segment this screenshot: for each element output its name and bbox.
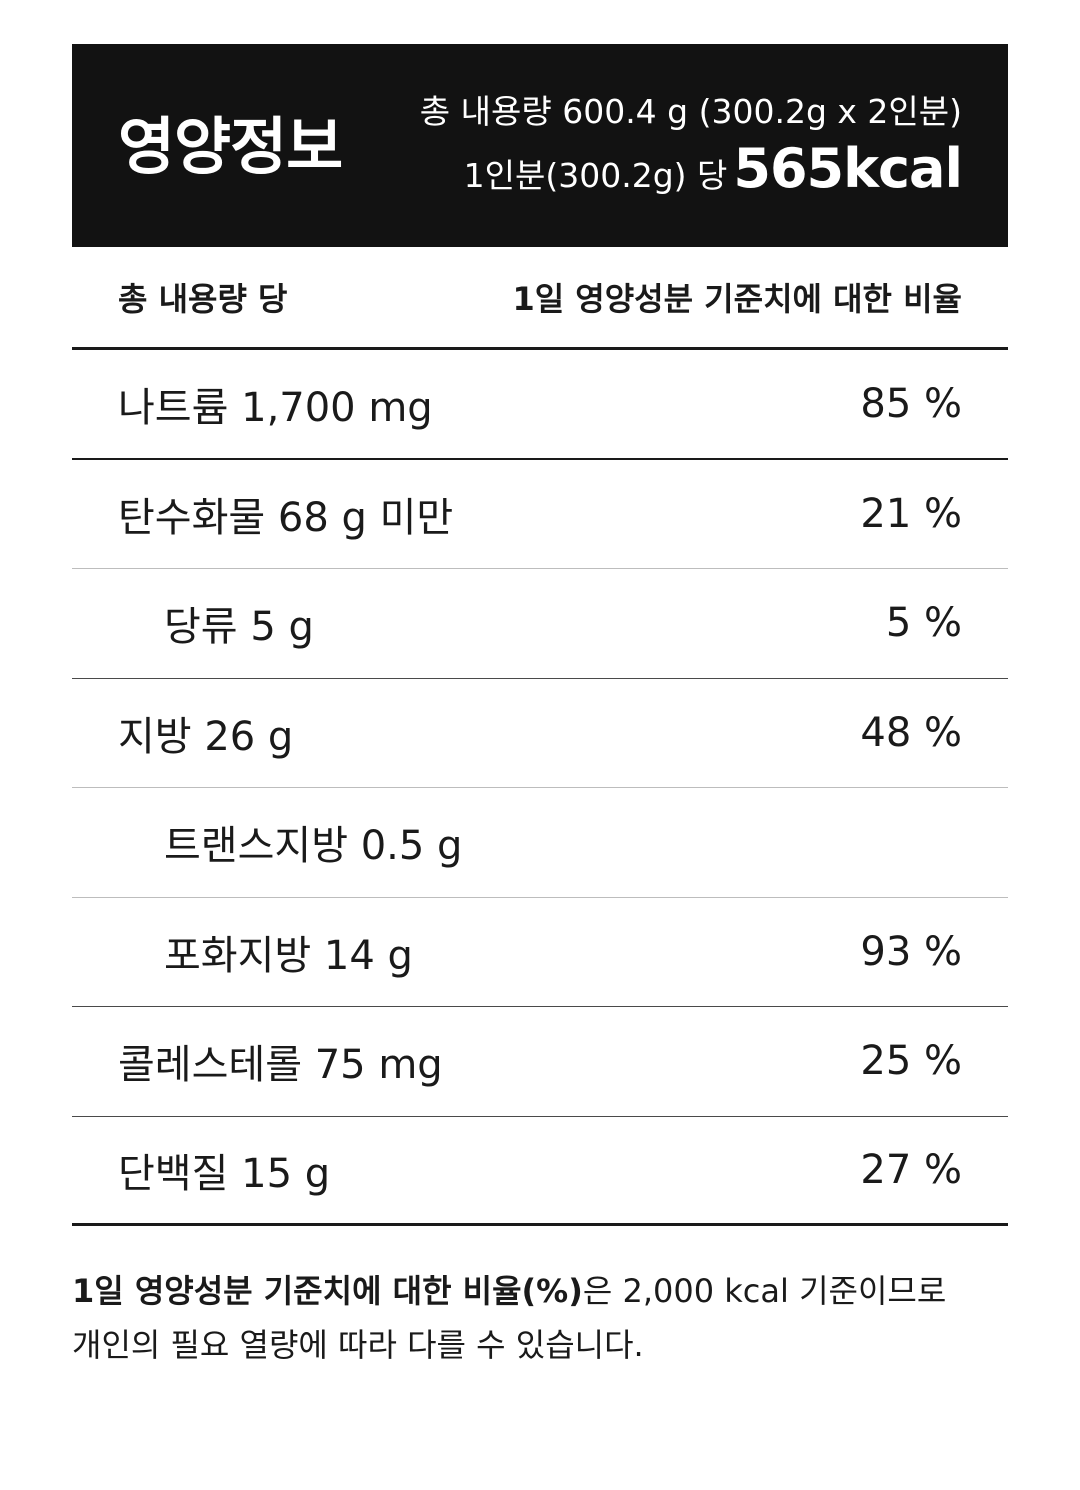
nutrient-percent: 85 % (860, 380, 962, 427)
nutrient-row-sugars: 당류 5 g 5 % (72, 569, 1008, 679)
nutrient-name: 지방 26 g (118, 713, 294, 760)
nutrient-row-protein: 단백질 15 g 27 % (72, 1117, 1008, 1226)
footnote-rest: 은 2,000 kcal 기준이므로 (582, 1272, 947, 1310)
footnote-line-2: 개인의 필요 열량에 따라 다를 수 있습니다. (72, 1326, 644, 1364)
nutrient-row-fat: 지방 26 g 48 % (72, 679, 1008, 788)
nutrient-percent: 5 % (885, 600, 962, 647)
nutrition-facts-label: 영양정보 총 내용량 600.4 g (300.2g x 2인분) 1인분(30… (72, 44, 1008, 1372)
nutrient-row-cholesterol: 콜레스테롤 75 mg 25 % (72, 1007, 1008, 1117)
calories-value: 565kcal (733, 136, 963, 200)
nutrient-percent: 25 % (860, 1038, 962, 1085)
footnote-bold: 1일 영양성분 기준치에 대한 비율(%) (72, 1272, 583, 1310)
nutrient-row-sodium: 나트륨 1,700 mg 85 % (72, 350, 1008, 460)
nutrient-row-carbohydrate: 탄수화물 68 g 미만 21 % (72, 460, 1008, 569)
nutrient-name: 나트륨 1,700 mg (118, 384, 433, 431)
footnote-line-1: 1일 영양성분 기준치에 대한 비율(%)은 2,000 kcal 기준이므로 (72, 1264, 1008, 1318)
nutrient-name: 당류 5 g (164, 604, 314, 651)
nutrient-name: 탄수화물 68 g 미만 (118, 494, 454, 541)
header-summary: 총 내용량 600.4 g (300.2g x 2인분) 1인분(300.2g)… (419, 92, 963, 196)
nutrient-name: 콜레스테롤 75 mg (118, 1042, 443, 1089)
column-header-right: 1일 영양성분 기준치에 대한 비율 (512, 280, 962, 318)
nutrition-header: 영양정보 총 내용량 600.4 g (300.2g x 2인분) 1인분(30… (72, 44, 1008, 247)
nutrient-row-saturated-fat: 포화지방 14 g 93 % (72, 898, 1008, 1007)
nutrient-percent: 48 % (860, 709, 962, 756)
nutrient-name: 트랜스지방 0.5 g (164, 823, 463, 870)
nutrient-percent: 27 % (860, 1146, 962, 1193)
serving-calories: 1인분(300.2g) 당 565kcal (420, 141, 963, 196)
nutrient-name: 단백질 15 g (118, 1150, 331, 1197)
nutrient-percent: 93 % (860, 928, 962, 975)
nutrient-percent: 21 % (860, 490, 962, 537)
nutrient-name: 포화지방 14 g (164, 932, 413, 979)
column-header: 총 내용량 당 1일 영양성분 기준치에 대한 비율 (72, 247, 1008, 350)
nutrition-title: 영양정보 (118, 110, 343, 183)
total-amount-text: 총 내용량 600.4 g (300.2g x 2인분) (419, 92, 962, 131)
daily-value-footnote: 1일 영양성분 기준치에 대한 비율(%)은 2,000 kcal 기준이므로 … (72, 1264, 1008, 1372)
nutrient-rows: 나트륨 1,700 mg 85 % 탄수화물 68 g 미만 21 % 당류 5… (72, 350, 1008, 1226)
column-header-left: 총 내용량 당 (118, 280, 288, 318)
nutrient-row-trans-fat: 트랜스지방 0.5 g (72, 788, 1008, 898)
serving-label: 1인분(300.2g) 당 (463, 155, 728, 195)
